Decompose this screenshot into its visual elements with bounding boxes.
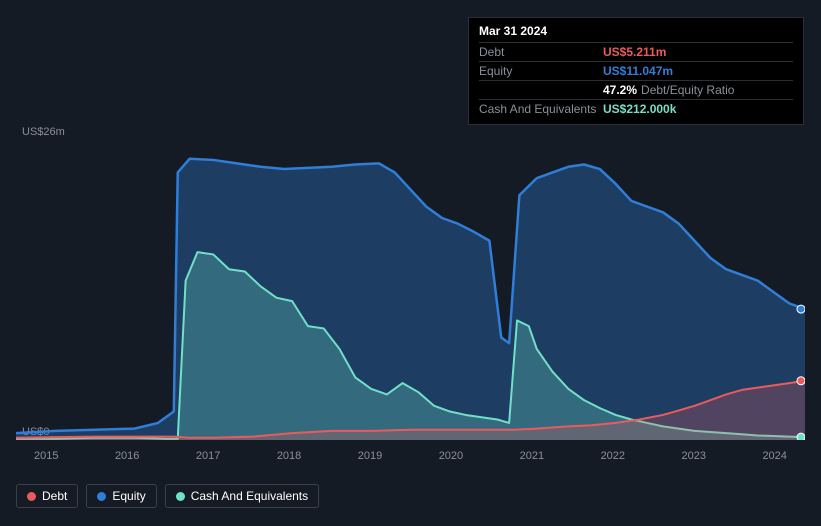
- x-tick-label: 2019: [358, 450, 382, 462]
- legend-dot-icon: [97, 492, 106, 501]
- x-tick-label: 2020: [439, 450, 463, 462]
- tooltip-row: 47.2%Debt/Equity Ratio: [479, 80, 793, 99]
- tooltip-date: Mar 31 2024: [479, 24, 793, 42]
- legend-item-debt[interactable]: Debt: [16, 484, 78, 508]
- legend-dot-icon: [176, 492, 185, 501]
- legend-item-cash-and-equivalents[interactable]: Cash And Equivalents: [165, 484, 319, 508]
- tooltip-row: Cash And EquivalentsUS$212.000k: [479, 99, 793, 118]
- marker-debt: [797, 377, 805, 385]
- chart-legend: Debt Equity Cash And Equivalents: [16, 484, 319, 508]
- x-tick-label: 2018: [277, 450, 301, 462]
- x-tick-label: 2017: [196, 450, 220, 462]
- tooltip-row-value: 47.2%Debt/Equity Ratio: [603, 83, 734, 97]
- x-tick-label: 2024: [762, 450, 786, 462]
- tooltip-row-label: Debt: [479, 45, 603, 59]
- chart-plot-area[interactable]: [16, 144, 805, 440]
- y-axis-max-label: US$26m: [22, 126, 65, 138]
- tooltip-row: DebtUS$5.211m: [479, 42, 793, 61]
- tooltip-row: EquityUS$11.047m: [479, 61, 793, 80]
- tooltip-row-label: Equity: [479, 64, 603, 78]
- x-tick-label: 2023: [682, 450, 706, 462]
- marker-cash-and-equivalents: [797, 433, 805, 440]
- x-tick-label: 2015: [34, 450, 58, 462]
- x-tick-label: 2021: [520, 450, 544, 462]
- x-tick-label: 2022: [601, 450, 625, 462]
- chart-tooltip: Mar 31 2024 DebtUS$5.211mEquityUS$11.047…: [468, 17, 804, 125]
- financial-chart: US$26m US$0 2015201620172018201920202021…: [0, 0, 821, 526]
- legend-item-equity[interactable]: Equity: [86, 484, 156, 508]
- tooltip-row-value: US$212.000k: [603, 102, 676, 116]
- tooltip-row-value: US$11.047m: [603, 64, 673, 78]
- marker-equity: [797, 305, 805, 313]
- legend-label: Cash And Equivalents: [191, 489, 308, 503]
- tooltip-row-label: Cash And Equivalents: [479, 102, 603, 116]
- legend-label: Debt: [42, 489, 67, 503]
- legend-dot-icon: [27, 492, 36, 501]
- tooltip-row-value: US$5.211m: [603, 45, 666, 59]
- tooltip-row-label: [479, 83, 603, 97]
- legend-label: Equity: [112, 489, 145, 503]
- x-axis-labels: 2015 2016 2017 2018 2019 2020 2021 2022 2023 2024: [16, 450, 805, 462]
- x-tick-label: 2016: [115, 450, 139, 462]
